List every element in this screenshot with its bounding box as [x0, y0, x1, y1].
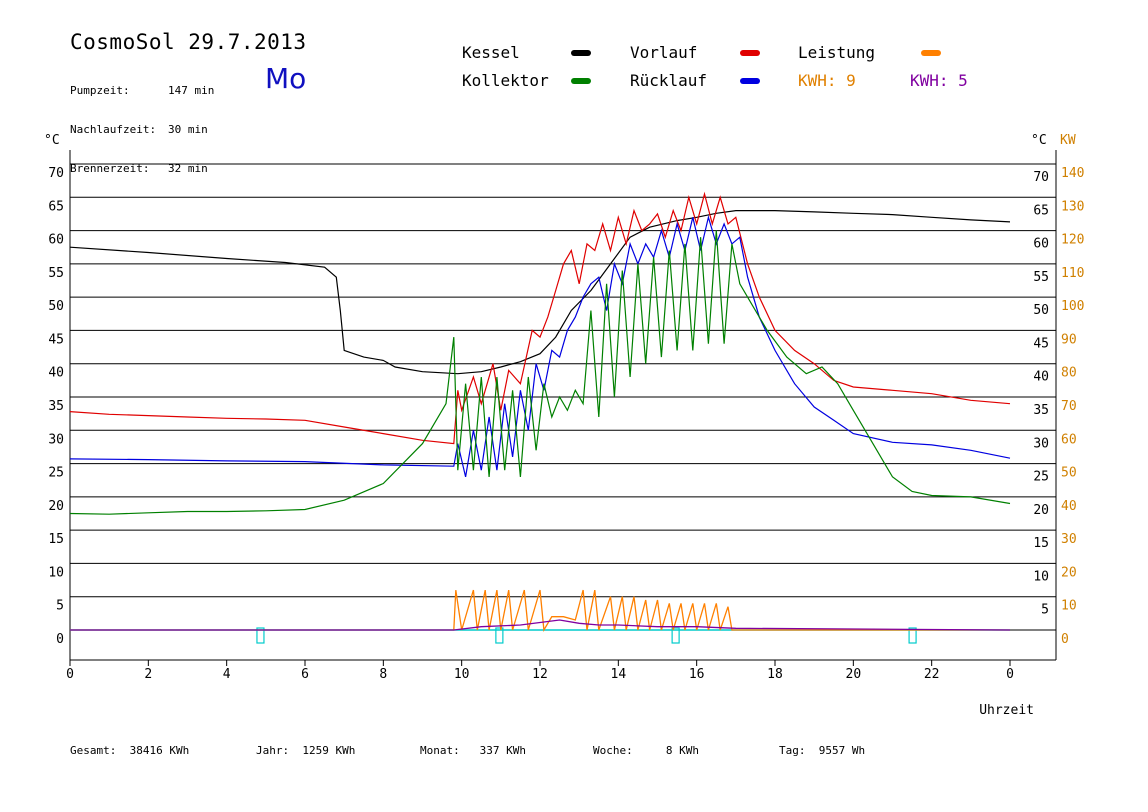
y-tick-label-right: 5	[1041, 603, 1049, 618]
x-tick-label: 4	[223, 667, 231, 682]
y-tick-label-left: 60	[48, 233, 64, 248]
pump-marker-0	[256, 627, 265, 644]
y-unit-right-power: KW	[1060, 133, 1076, 148]
power-tick-label: 90	[1061, 332, 1077, 347]
y-unit-left: °C	[44, 133, 60, 148]
day-label: Mo	[265, 62, 307, 95]
y-tick-label-right: 30	[1033, 436, 1049, 451]
x-tick-label: 18	[767, 667, 783, 682]
x-tick-label: 8	[379, 667, 387, 682]
legend-leistung-swatch	[921, 50, 941, 56]
y-tick-label-right: 35	[1033, 403, 1049, 418]
stats-block: Pumpzeit: 147 min Nachlaufzeit: 30 min Bre…	[70, 58, 214, 188]
y-tick-label-right: 20	[1033, 503, 1049, 518]
power-tick-label: 110	[1061, 266, 1084, 281]
y-tick-label-right: 60	[1033, 237, 1049, 252]
y-tick-label-left: 45	[48, 332, 64, 347]
power-tick-label: 20	[1061, 565, 1077, 580]
x-tick-label: 16	[689, 667, 705, 682]
footer-woche: Woche: 8 KWh	[593, 744, 699, 757]
y-tick-label-left: 15	[48, 532, 64, 547]
x-tick-label: 0	[66, 667, 74, 682]
y-tick-label-right: 55	[1033, 270, 1049, 285]
series-rcklauf	[69, 214, 1011, 478]
legend-ruecklauf-label: Rücklauf	[630, 71, 708, 90]
legend-leistung-label: Leistung	[798, 43, 876, 62]
stat-nachlaufzeit: Nachlaufzeit: 30 min	[70, 123, 208, 136]
legend-kwh-kollektor: KWH: 5	[910, 71, 968, 90]
power-series-0	[70, 589, 1010, 633]
pump-marker-1	[495, 627, 504, 644]
legend-ruecklauf-swatch	[740, 78, 760, 84]
y-tick-label-left: 40	[48, 366, 64, 381]
y-tick-label-left: 65	[48, 199, 64, 214]
y-tick-label-left: 10	[48, 565, 64, 580]
legend-kollektor-swatch	[571, 78, 591, 84]
x-tick-label: 12	[532, 667, 548, 682]
x-tick-label: 6	[301, 667, 309, 682]
x-axis-label: Uhrzeit	[979, 703, 1034, 718]
power-series-1	[70, 619, 1011, 631]
y-tick-label-left: 20	[48, 499, 64, 514]
stat-brennerzeit: Brennerzeit: 32 min	[70, 162, 208, 175]
x-tick-label: 22	[924, 667, 940, 682]
legend-kollektor-label: Kollektor	[462, 71, 549, 90]
footer-monat: Monat: 337 KWh	[420, 744, 526, 757]
y-tick-label-left: 70	[48, 166, 64, 181]
x-tick-label: 10	[454, 667, 470, 682]
series-lines	[69, 191, 1011, 633]
footer-jahr: Jahr: 1259 KWh	[256, 744, 356, 757]
y-tick-label-left: 5	[56, 599, 64, 614]
x-tick-label: 2	[144, 667, 152, 682]
y-tick-label-right: 45	[1033, 336, 1049, 351]
axes	[69, 150, 1057, 666]
y-tick-label-right: 50	[1033, 303, 1049, 318]
y-tick-label-left: 55	[48, 266, 64, 281]
y-tick-label-right: 15	[1033, 536, 1049, 551]
y-tick-label-right: 40	[1033, 370, 1049, 385]
power-tick-label: 10	[1061, 599, 1077, 614]
legend-kessel-label: Kessel	[462, 43, 520, 62]
x-tick-label: 14	[611, 667, 627, 682]
series-kessel	[69, 210, 1011, 375]
pump-marker-3	[908, 627, 917, 644]
y-tick-label-left: 50	[48, 299, 64, 314]
y-tick-label-right: 10	[1033, 569, 1049, 584]
y-tick-label-right: 65	[1033, 203, 1049, 218]
legend-kwh-leistung: KWH: 9	[798, 71, 856, 90]
legend-vorlauf-swatch	[740, 50, 760, 56]
x-tick-label: 20	[846, 667, 862, 682]
power-tick-label: 80	[1061, 366, 1077, 381]
y-tick-label-right: 25	[1033, 470, 1049, 485]
power-tick-label: 120	[1061, 233, 1084, 248]
power-tick-label: 50	[1061, 466, 1077, 481]
power-tick-label: 60	[1061, 432, 1077, 447]
y-tick-label-left: 30	[48, 432, 64, 447]
y-tick-label-left: 0	[56, 632, 64, 647]
y-tick-label-right: 70	[1033, 170, 1049, 185]
power-tick-label: 70	[1061, 399, 1077, 414]
power-tick-label: 130	[1061, 199, 1084, 214]
power-tick-label: 100	[1061, 299, 1084, 314]
y-unit-right-temp: °C	[1031, 133, 1047, 148]
y-tick-label-left: 25	[48, 466, 64, 481]
pump-marker-2	[671, 627, 680, 644]
power-tick-label: 0	[1061, 632, 1069, 647]
power-tick-label: 140	[1061, 166, 1084, 181]
stat-pumpzeit: Pumpzeit: 147 min	[70, 84, 215, 97]
legend-kessel-swatch	[571, 50, 591, 56]
series-kollektor	[69, 230, 1011, 515]
x-tick-label: 0	[1006, 667, 1014, 682]
footer-gesamt: Gesamt: 38416 KWh	[70, 744, 190, 757]
series-vorlauf	[69, 191, 1011, 445]
legend-vorlauf-label: Vorlauf	[630, 43, 698, 62]
chart-title: CosmoSol 29.7.2013	[70, 30, 307, 54]
grid-lines	[70, 163, 1056, 598]
power-tick-label: 30	[1061, 532, 1077, 547]
power-tick-label: 40	[1061, 499, 1077, 514]
footer-tag: Tag: 9557 Wh	[779, 744, 866, 757]
y-tick-label-left: 35	[48, 399, 64, 414]
